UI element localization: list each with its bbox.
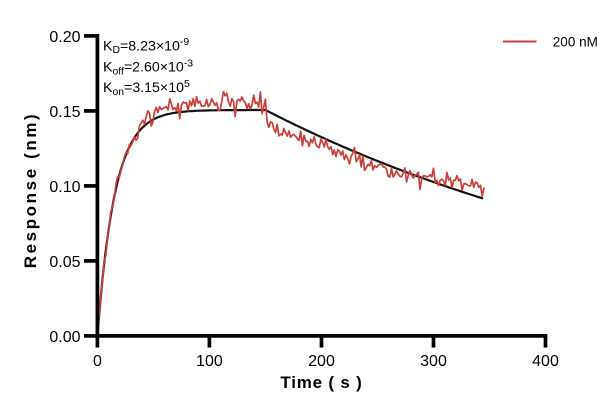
- svg-text:0.15: 0.15: [49, 104, 80, 121]
- svg-text:0.20: 0.20: [49, 29, 80, 46]
- svg-text:Response (nm): Response (nm): [21, 112, 40, 269]
- svg-text:200 nM: 200 nM: [553, 34, 598, 49]
- svg-text:0.00: 0.00: [49, 329, 80, 346]
- svg-text:200: 200: [308, 353, 335, 370]
- svg-text:Kon=3.15×105: Kon=3.15×105: [103, 79, 190, 98]
- svg-text:400: 400: [532, 353, 559, 370]
- svg-text:100: 100: [196, 353, 223, 370]
- svg-text:Time ( s ): Time ( s ): [280, 373, 362, 392]
- svg-text:0: 0: [93, 353, 102, 370]
- svg-text:300: 300: [420, 353, 447, 370]
- svg-text:Koff=2.60×10-3: Koff=2.60×10-3: [103, 59, 193, 78]
- svg-text:KD=8.23×10-9: KD=8.23×10-9: [103, 37, 189, 56]
- svg-text:0.05: 0.05: [49, 254, 80, 271]
- svg-text:0.10: 0.10: [49, 179, 80, 196]
